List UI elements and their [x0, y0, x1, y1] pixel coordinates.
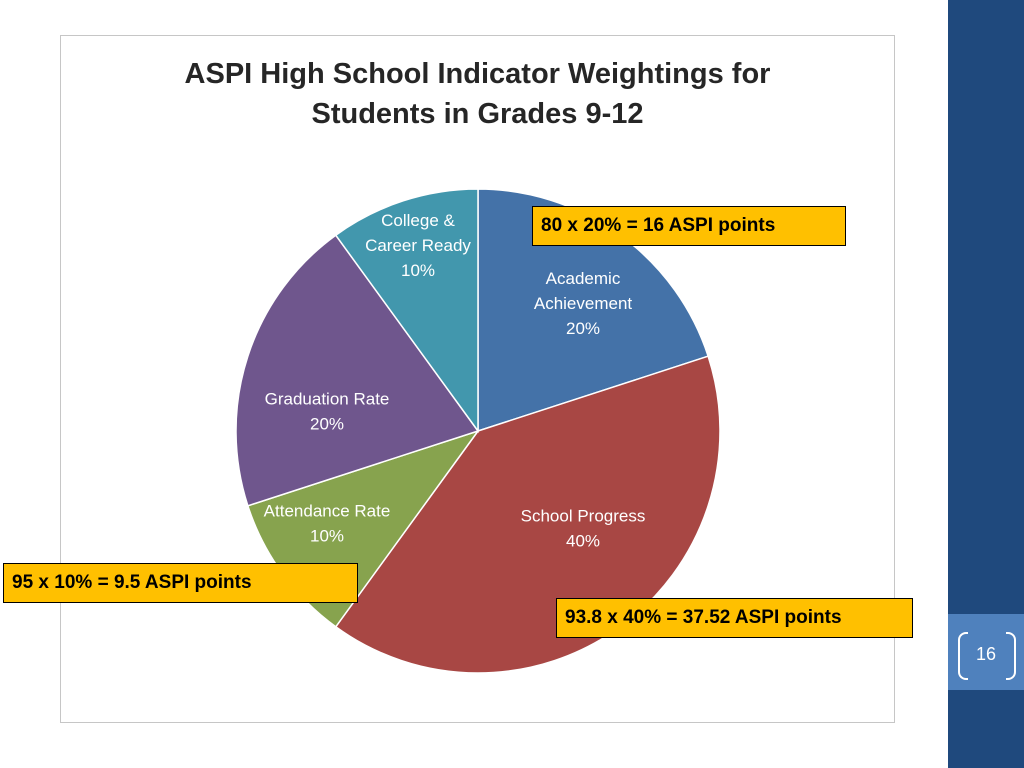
pie-label-college-career-ready: College & Career Ready 10%	[365, 211, 471, 280]
pie-label-graduation-rate: Graduation Rate 20%	[265, 390, 390, 434]
callout-progress-points: 93.8 x 40% = 37.52 ASPI points	[556, 598, 913, 638]
callout-academic-points: 80 x 20% = 16 ASPI points	[532, 206, 846, 246]
pie-slice-college-career-ready	[334, 188, 479, 434]
page-bracket-right	[1006, 632, 1016, 680]
chart-title-line-1: ASPI High School Indicator Weightings fo…	[184, 58, 771, 90]
pie-slice-graduation-rate	[235, 234, 480, 507]
pie-label-attendance-rate: Attendance Rate 10%	[264, 502, 391, 546]
chart-title: ASPI High School Indicator Weightings fo…	[60, 54, 895, 134]
page-bracket-left	[958, 632, 968, 680]
pie-label-school-progress: School Progress 40%	[521, 507, 646, 551]
callout-attendance-points: 95 x 10% = 9.5 ASPI points	[3, 563, 358, 603]
pie-label-academic-achievement: Academic Achievement 20%	[534, 269, 633, 338]
chart-title-line-2: Students in Grades 9-12	[311, 98, 644, 130]
page-number: 16	[975, 644, 997, 664]
